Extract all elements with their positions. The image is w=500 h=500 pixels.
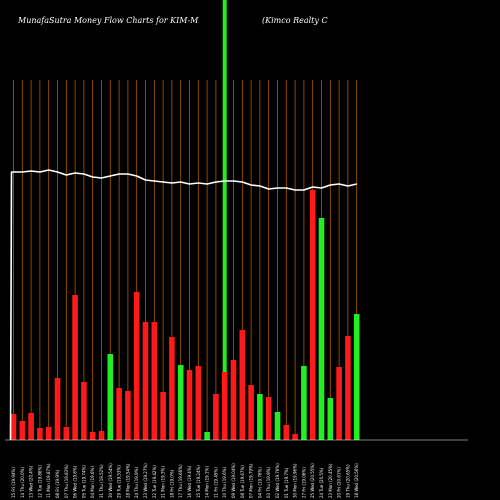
x-tick-label: 18 Fri (19.0%): [169, 469, 174, 498]
x-tick-label: 22 Tue (19.42%): [152, 465, 157, 498]
money-flow-bar: [169, 337, 175, 440]
money-flow-bar: [318, 218, 325, 440]
x-tick-label: 08 Fri (19.9%): [55, 469, 60, 498]
x-tick-label: 11 Mon (19.87%): [46, 463, 51, 498]
highlight-column: [222, 0, 227, 440]
chart-title-company: (Kimco Realty C: [262, 16, 328, 25]
money-flow-bar: [125, 391, 131, 440]
x-tick-label: 14 Mon (19.1%): [205, 466, 210, 498]
x-tick-label: 24 Tue (20.5%): [319, 467, 324, 498]
money-flow-bar: [239, 330, 246, 440]
x-tick-label: 24 Thu (19.9%): [134, 467, 139, 498]
money-flow-bar: [292, 434, 298, 440]
x-tick-label: 02 Wed (19.76%): [275, 463, 280, 498]
x-tick-label: 12 Tue (19.86%): [37, 465, 42, 498]
x-tick-label: 04 Mon (19.6%): [90, 466, 95, 498]
money-flow-bar: [204, 432, 210, 440]
money-flow-bar: [265, 397, 272, 440]
x-tick-label: 15 Fri (19.94%): [11, 467, 16, 498]
money-flow-bar: [274, 412, 281, 440]
money-flow-bar: [151, 322, 158, 440]
x-tick-label: 29 Tue (19.53%): [117, 465, 122, 498]
x-tick-label: 01 Tue (19.7%): [284, 467, 289, 498]
money-flow-bar: [98, 431, 105, 440]
money-flow-bar: [327, 398, 334, 440]
x-tick-label: 21 Mon (19.3%): [161, 466, 166, 498]
x-tick-label: 17 Thu (19.66%): [178, 464, 183, 498]
x-tick-label: 23 Mon (20.45%): [328, 463, 333, 498]
x-tick-label: 30 Mon (19.96%): [293, 463, 298, 498]
x-tick-label: 23 Wed (19.27%): [143, 463, 148, 498]
money-flow-bar: [107, 354, 114, 440]
x-tick-label: 27 Fri (19.06%): [301, 467, 306, 498]
x-tick-label: 25 Wed (20.55%): [310, 463, 315, 498]
money-flow-bar: [133, 292, 140, 440]
x-tick-label: 03 Thu (19.9%): [266, 467, 271, 498]
money-flow-bar: [195, 366, 202, 440]
money-flow-bar: [283, 425, 290, 440]
money-flow-bar: [54, 378, 61, 440]
x-tick-label: 20 Fri (20.61%): [337, 467, 342, 498]
money-flow-bar: [72, 295, 78, 440]
money-flow-bar: [213, 394, 219, 440]
x-tick-label: 04 Fri (19.76%): [257, 467, 262, 498]
money-flow-bar: [45, 427, 52, 440]
money-flow-bar: [345, 336, 351, 440]
x-tick-label: 31 Thu (19.52%): [99, 464, 104, 498]
money-flow-bar: [186, 370, 193, 440]
x-tick-label: 18 Wed (20.56%): [354, 463, 359, 498]
money-flow-bar: [230, 360, 237, 440]
x-tick-label: 19 Thu (20.65%): [345, 464, 350, 498]
x-tick-label: 13 Wed (20.4%): [29, 465, 34, 498]
x-tick-label: 11 Fri (19.45%): [213, 467, 218, 498]
money-flow-bar: [301, 366, 307, 440]
x-tick-label: 28 Mon (19.54%): [125, 463, 130, 498]
money-flow-bar: [142, 322, 149, 440]
money-flow-bar: [353, 314, 360, 440]
money-flow-bar: [81, 382, 87, 440]
x-tick-label: 09 Wed (19.04%): [231, 463, 236, 498]
chart-title-main: MunafaSutra Money Flow Charts for KIM-M: [18, 16, 199, 25]
money-flow-bar: [177, 365, 184, 440]
money-flow-bar: [89, 432, 96, 440]
x-tick-label: 05 Tue (19.74%): [81, 465, 86, 498]
money-flow-bar: [257, 394, 263, 440]
x-tick-label: 15 Tue (19.24%): [196, 465, 201, 498]
money-flow-bar: [37, 428, 43, 440]
x-tick-label: 07 Thu (19.83%): [64, 464, 69, 498]
money-flow-bar: [221, 372, 228, 440]
money-flow-bar: [10, 414, 17, 440]
x-tick-label: 07 Mon (19.79%): [249, 463, 254, 498]
money-flow-bar: [19, 421, 26, 440]
x-tick-label: 06 Wed (19.8%): [73, 465, 78, 498]
x-tick-label: 14 Thu (20.0%): [20, 467, 25, 498]
money-flow-bar: [116, 388, 122, 440]
money-flow-bar: [28, 413, 34, 440]
money-flow-bar: [309, 190, 316, 440]
money-flow-bar: [160, 392, 166, 440]
chart-title: MunafaSutra Money Flow Charts for KIM-M …: [0, 16, 500, 30]
x-tick-label: 10 Thu (19.6%): [222, 467, 227, 498]
price-line: [9, 169, 357, 441]
x-tick-label: 30 Wed (19.54%): [108, 463, 113, 498]
money-flow-bar: [336, 367, 342, 440]
x-tick-label: 16 Wed (19.4%): [187, 465, 192, 498]
money-flow-bar: [63, 427, 70, 440]
money-flow-bar: [248, 385, 254, 440]
x-tick-label: 08 Tue (19.67%): [240, 465, 245, 498]
